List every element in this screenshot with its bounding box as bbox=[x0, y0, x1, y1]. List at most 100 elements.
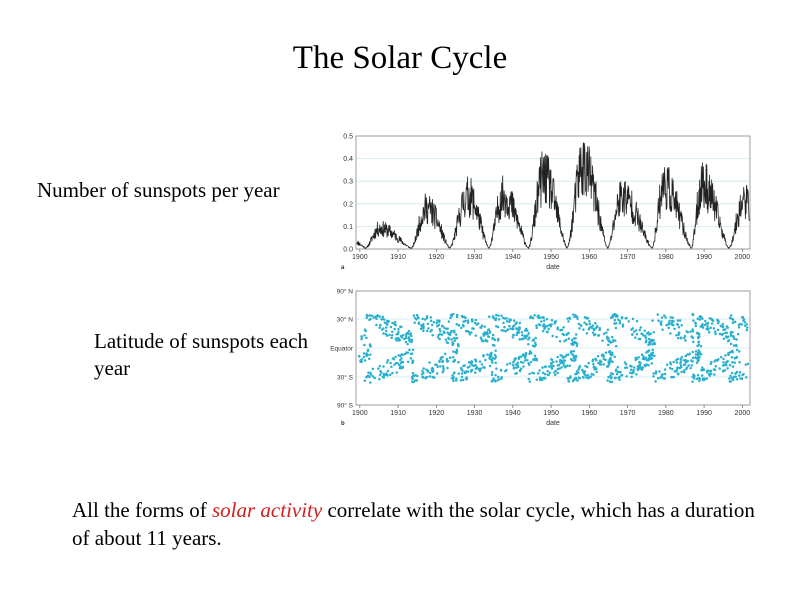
sunspot-point bbox=[391, 357, 395, 360]
sunspot-point bbox=[438, 319, 441, 323]
sunspot-point bbox=[470, 368, 474, 372]
sunspot-point bbox=[648, 342, 652, 345]
sunspot-point bbox=[721, 322, 725, 326]
sunspot-point bbox=[503, 325, 506, 329]
sunspot-point bbox=[602, 332, 606, 335]
sunspot-point bbox=[486, 333, 489, 336]
sunspot-point bbox=[407, 336, 411, 339]
sunspot-point bbox=[452, 376, 455, 379]
sunspot-point bbox=[440, 356, 444, 359]
sunspot-point bbox=[672, 360, 675, 364]
sunspot-point bbox=[672, 320, 675, 323]
sunspot-point bbox=[573, 340, 576, 344]
sunspot-point bbox=[678, 319, 682, 322]
sunspot-point bbox=[595, 325, 599, 329]
sunspot-point bbox=[541, 377, 544, 380]
sunspot-point bbox=[571, 379, 575, 383]
sunspot-point bbox=[743, 324, 747, 327]
sunspot-point bbox=[438, 359, 441, 363]
sunspot-point bbox=[540, 320, 543, 323]
sunspot-point bbox=[618, 319, 622, 323]
sunspot-point bbox=[428, 375, 432, 378]
sunspot-point bbox=[705, 377, 709, 380]
sunspot-point bbox=[467, 330, 471, 334]
sunspot-point bbox=[410, 375, 414, 379]
sunspot-point bbox=[380, 371, 383, 374]
sunspot-point bbox=[494, 373, 497, 377]
sunspot-point bbox=[409, 352, 413, 356]
sunspot-point bbox=[696, 336, 700, 340]
sunspot-point bbox=[586, 365, 589, 369]
sunspot-point bbox=[585, 332, 589, 335]
sunspot-point bbox=[364, 329, 367, 333]
sunspot-point bbox=[404, 334, 408, 338]
sunspot-point bbox=[656, 377, 660, 380]
sunspot-point bbox=[685, 330, 688, 333]
sunspot-point bbox=[478, 369, 482, 373]
sunspot-point bbox=[489, 354, 493, 358]
sunspot-point bbox=[469, 362, 472, 365]
sunspot-point bbox=[575, 378, 578, 381]
sunspot-point bbox=[529, 360, 533, 364]
sunspot-point bbox=[726, 359, 729, 363]
sunspot-point bbox=[452, 350, 455, 353]
sunspot-point bbox=[542, 319, 546, 322]
sunspot-point bbox=[608, 380, 612, 383]
sunspot-point bbox=[550, 358, 554, 362]
sunspot-point bbox=[455, 348, 458, 352]
sunspot-point bbox=[497, 318, 501, 321]
sunspot-point bbox=[496, 375, 500, 379]
sunspot-point bbox=[665, 323, 668, 327]
footer-text-start: All the forms of bbox=[72, 498, 212, 522]
sunspot-point bbox=[578, 327, 581, 330]
sunspot-point bbox=[693, 377, 696, 380]
sunspot-point bbox=[588, 320, 591, 323]
sunspot-point bbox=[542, 323, 546, 326]
sunspot-point bbox=[375, 323, 378, 327]
sunspot-point bbox=[591, 324, 595, 327]
sunspot-point bbox=[367, 357, 371, 361]
sunspot-point bbox=[455, 315, 459, 319]
sunspot-point bbox=[675, 358, 678, 362]
sunspot-point bbox=[488, 315, 491, 319]
sunspot-point bbox=[616, 370, 620, 374]
sunspot-point bbox=[638, 363, 642, 367]
sunspot-point bbox=[366, 353, 369, 357]
sunspot-point bbox=[555, 360, 558, 363]
x-axis-label: date bbox=[546, 264, 560, 271]
sunspot-point bbox=[494, 324, 498, 328]
sunspot-point bbox=[472, 327, 475, 331]
sunspot-point bbox=[436, 319, 439, 322]
sunspot-point bbox=[692, 319, 695, 322]
sunspot-point bbox=[389, 361, 392, 365]
sunspot-point bbox=[694, 350, 698, 353]
sunspot-point bbox=[487, 335, 490, 338]
sunspot-point bbox=[493, 357, 496, 360]
sunspot-point bbox=[435, 372, 439, 375]
sunspot-point bbox=[675, 334, 678, 337]
x-tick-label: 1980 bbox=[658, 410, 674, 417]
sunspot-point bbox=[609, 341, 613, 344]
sunspot-point bbox=[634, 356, 637, 360]
sunspot-point bbox=[386, 359, 390, 362]
sunspot-point bbox=[729, 331, 733, 334]
sunspot-point bbox=[667, 326, 670, 330]
sunspot-point bbox=[577, 368, 580, 371]
sunspot-point bbox=[501, 316, 505, 320]
sunspot-point bbox=[511, 327, 514, 331]
sunspot-point bbox=[390, 336, 393, 340]
sunspot-point bbox=[491, 333, 495, 337]
sunspot-point bbox=[371, 367, 375, 371]
sunspot-point bbox=[371, 375, 375, 378]
sunspot-point bbox=[369, 344, 372, 348]
sunspot-point bbox=[522, 361, 525, 364]
sunspot-point bbox=[384, 329, 388, 333]
sunspot-point bbox=[598, 328, 601, 332]
sunspot-point bbox=[554, 320, 558, 323]
sunspot-point bbox=[490, 380, 494, 383]
sunspot-point bbox=[390, 365, 393, 369]
sunspot-point bbox=[746, 362, 750, 366]
sunspot-point bbox=[454, 333, 458, 336]
sunspot-point bbox=[442, 369, 445, 372]
sunspot-point bbox=[635, 373, 638, 376]
